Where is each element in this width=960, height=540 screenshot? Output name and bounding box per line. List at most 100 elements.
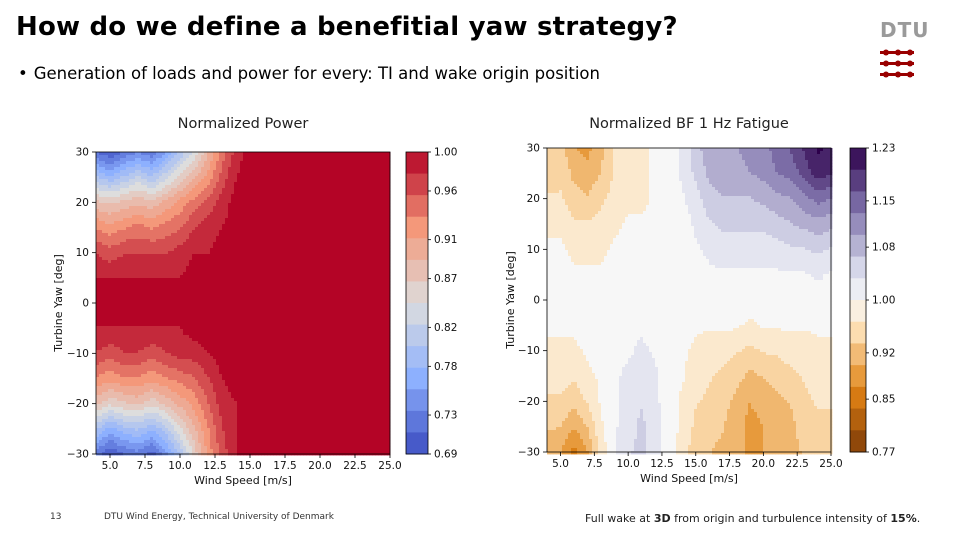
- heatmap-cell: [189, 200, 193, 204]
- heatmap-cell: [231, 245, 235, 249]
- heatmap-cell: [105, 254, 109, 258]
- heatmap-cell: [246, 287, 250, 291]
- heatmap-cell: [111, 224, 115, 228]
- heatmap-cell: [120, 266, 124, 270]
- heatmap-cell: [291, 281, 295, 285]
- heatmap-cell: [225, 284, 229, 288]
- heatmap-cell: [237, 161, 241, 165]
- heatmap-cell: [318, 293, 322, 297]
- heatmap-cell: [207, 158, 211, 162]
- heatmap-cell: [369, 173, 373, 177]
- heatmap-cell: [255, 296, 259, 300]
- heatmap-cell: [147, 254, 151, 258]
- heatmap-cell: [126, 200, 130, 204]
- heatmap-cell: [267, 188, 271, 192]
- heatmap-cell: [243, 293, 247, 297]
- heatmap-cell: [300, 200, 304, 204]
- heatmap-cell: [318, 254, 322, 258]
- heatmap-cell: [96, 173, 100, 177]
- heatmap-cell: [336, 296, 340, 300]
- heatmap-cell: [339, 269, 343, 273]
- heatmap-cell: [279, 251, 283, 255]
- heatmap-cell: [135, 272, 139, 276]
- heatmap-cell: [180, 206, 184, 210]
- heatmap-cell: [111, 206, 115, 210]
- heatmap-cell: [360, 185, 364, 189]
- heatmap-cell: [99, 179, 103, 183]
- heatmap-cell: [138, 194, 142, 198]
- heatmap-cell: [348, 188, 352, 192]
- heatmap-cell: [135, 173, 139, 177]
- heatmap-cell: [186, 155, 190, 159]
- heatmap-cell: [360, 212, 364, 216]
- heatmap-cell: [258, 197, 262, 201]
- heatmap-cell: [216, 221, 220, 225]
- heatmap-cell: [279, 173, 283, 177]
- heatmap-cell: [171, 230, 175, 234]
- heatmap-cell: [153, 233, 157, 237]
- heatmap-cell: [120, 278, 124, 282]
- heatmap-cell: [297, 218, 301, 222]
- heatmap-cell: [351, 203, 355, 207]
- heatmap-cell: [126, 233, 130, 237]
- heatmap-cell: [267, 224, 271, 228]
- heatmap-cell: [312, 227, 316, 231]
- heatmap-cell: [129, 269, 133, 273]
- heatmap-cell: [381, 242, 385, 246]
- heatmap-cell: [216, 290, 220, 294]
- heatmap-cell: [291, 197, 295, 201]
- heatmap-cell: [189, 218, 193, 222]
- heatmap-cell: [255, 203, 259, 207]
- heatmap-cell: [162, 173, 166, 177]
- heatmap-cell: [174, 242, 178, 246]
- heatmap-cell: [315, 152, 319, 156]
- heatmap-cell: [270, 245, 274, 249]
- heatmap-cell: [234, 164, 238, 168]
- heatmap-cell: [363, 188, 367, 192]
- heatmap-cell: [273, 296, 277, 300]
- heatmap-cell: [333, 215, 337, 219]
- heatmap-cell: [120, 158, 124, 162]
- heatmap-cell: [273, 158, 277, 162]
- heatmap-cell: [156, 281, 160, 285]
- heatmap-cell: [120, 179, 124, 183]
- heatmap-cell: [138, 299, 142, 303]
- heatmap-cell: [345, 170, 349, 174]
- heatmap-cell: [288, 266, 292, 270]
- heatmap-cell: [240, 218, 244, 222]
- heatmap-cell: [366, 164, 370, 168]
- heatmap-cell: [321, 224, 325, 228]
- heatmap-cell: [237, 158, 241, 162]
- heatmap-cell: [303, 209, 307, 213]
- heatmap-cell: [357, 233, 361, 237]
- heatmap-cell: [171, 296, 175, 300]
- heatmap-cell: [252, 176, 256, 180]
- heatmap-cell: [276, 239, 280, 243]
- heatmap-cell: [366, 239, 370, 243]
- heatmap-cell: [381, 293, 385, 297]
- heatmap-cell: [162, 296, 166, 300]
- heatmap-cell: [168, 254, 172, 258]
- heatmap-cell: [243, 152, 247, 156]
- heatmap-cell: [252, 221, 256, 225]
- heatmap-cell: [117, 224, 121, 228]
- heatmap-cell: [318, 167, 322, 171]
- heatmap-cell: [210, 176, 214, 180]
- heatmap-cell: [108, 263, 112, 267]
- heatmap-cell: [168, 179, 172, 183]
- heatmap-cell: [345, 293, 349, 297]
- heatmap-cell: [258, 260, 262, 264]
- heatmap-cell: [303, 155, 307, 159]
- heatmap-cell: [210, 272, 214, 276]
- heatmap-cell: [120, 233, 124, 237]
- heatmap-cell: [180, 266, 184, 270]
- heatmap-cell: [162, 239, 166, 243]
- heatmap-cell: [372, 212, 376, 216]
- heatmap-cell: [378, 281, 382, 285]
- heatmap-cell: [114, 260, 118, 264]
- heatmap-cell: [336, 194, 340, 198]
- heatmap-cell: [279, 158, 283, 162]
- heatmap-cell: [117, 266, 121, 270]
- heatmap-cell: [285, 152, 289, 156]
- heatmap-cell: [174, 239, 178, 243]
